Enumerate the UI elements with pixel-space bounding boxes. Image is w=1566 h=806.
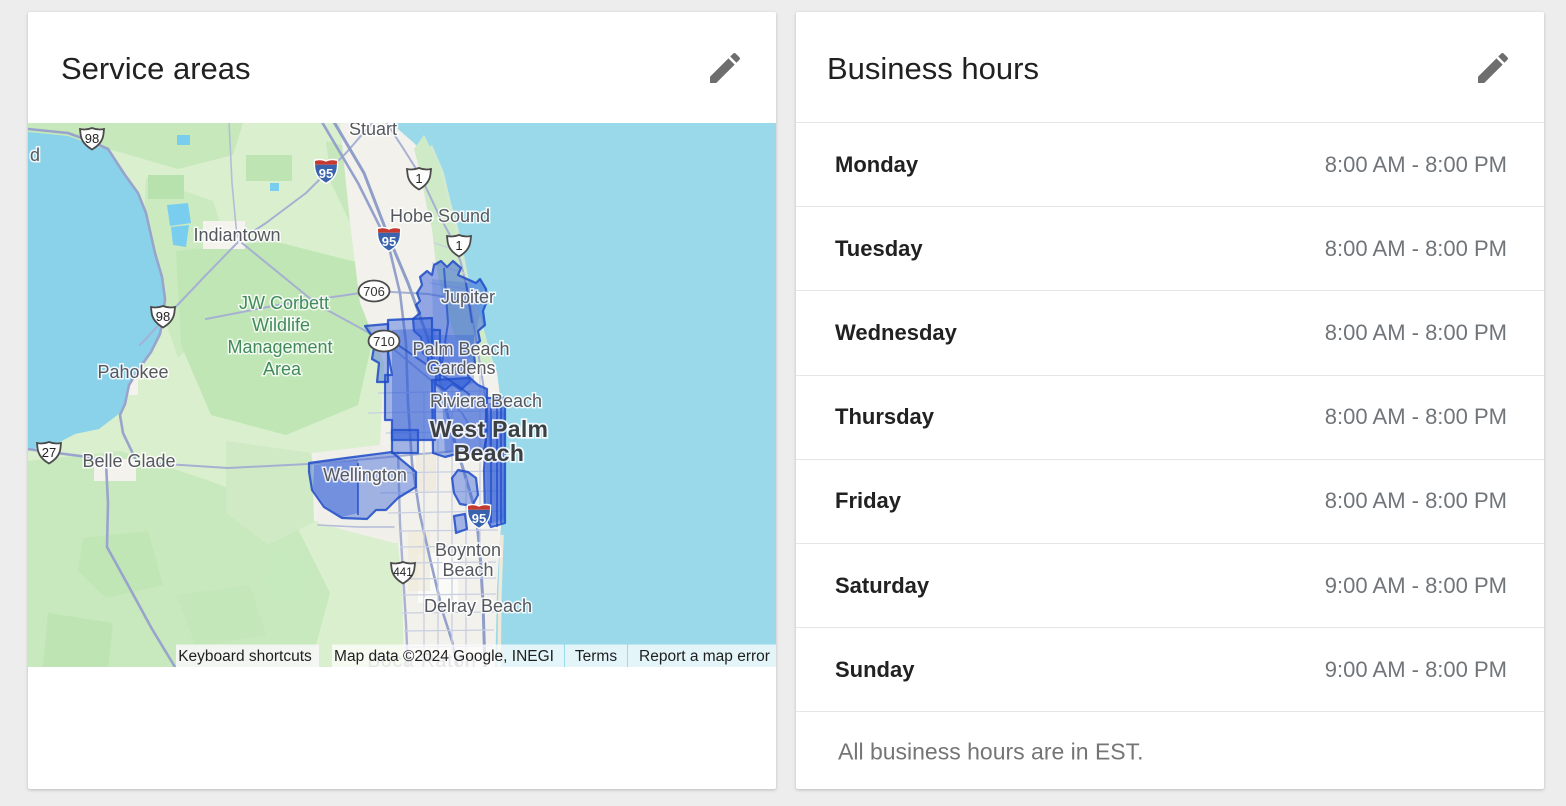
svg-text:Boynton: Boynton [435,540,501,560]
svg-text:d: d [30,145,40,165]
svg-text:Terms: Terms [575,648,617,665]
svg-text:706: 706 [363,284,385,299]
svg-text:West Palm: West Palm [430,416,549,442]
svg-text:1: 1 [415,171,422,186]
svg-text:Riviera Beach: Riviera Beach [430,391,542,411]
svg-text:Beach: Beach [442,560,493,580]
svg-text:Beach: Beach [454,440,525,466]
svg-text:Gardens: Gardens [426,358,495,378]
svg-text:Map data ©2024 Google, INEGI: Map data ©2024 Google, INEGI [334,648,554,665]
svg-text:Delray Beach: Delray Beach [424,596,532,616]
svg-text:Indiantown: Indiantown [193,225,280,245]
svg-text:441: 441 [393,567,412,579]
svg-text:710: 710 [373,334,395,349]
svg-text:Report a map error: Report a map error [639,648,770,665]
svg-text:JW Corbett: JW Corbett [239,293,329,313]
svg-text:Keyboard shortcuts: Keyboard shortcuts [178,648,312,665]
svg-text:Pahokee: Pahokee [97,362,168,382]
svg-text:1: 1 [455,238,462,253]
svg-text:98: 98 [156,309,170,324]
svg-text:Stuart: Stuart [349,123,397,139]
svg-text:Wellington: Wellington [323,465,407,485]
svg-text:27: 27 [42,445,56,460]
svg-text:Hobe Sound: Hobe Sound [390,206,490,226]
svg-text:98: 98 [85,131,99,146]
svg-text:Palm Beach: Palm Beach [412,339,509,359]
svg-text:Wildlife: Wildlife [252,315,310,335]
svg-text:Belle Glade: Belle Glade [82,451,175,471]
svg-text:Jupiter: Jupiter [441,287,495,307]
svg-text:Area: Area [263,359,302,379]
svg-text:Management: Management [227,337,332,357]
